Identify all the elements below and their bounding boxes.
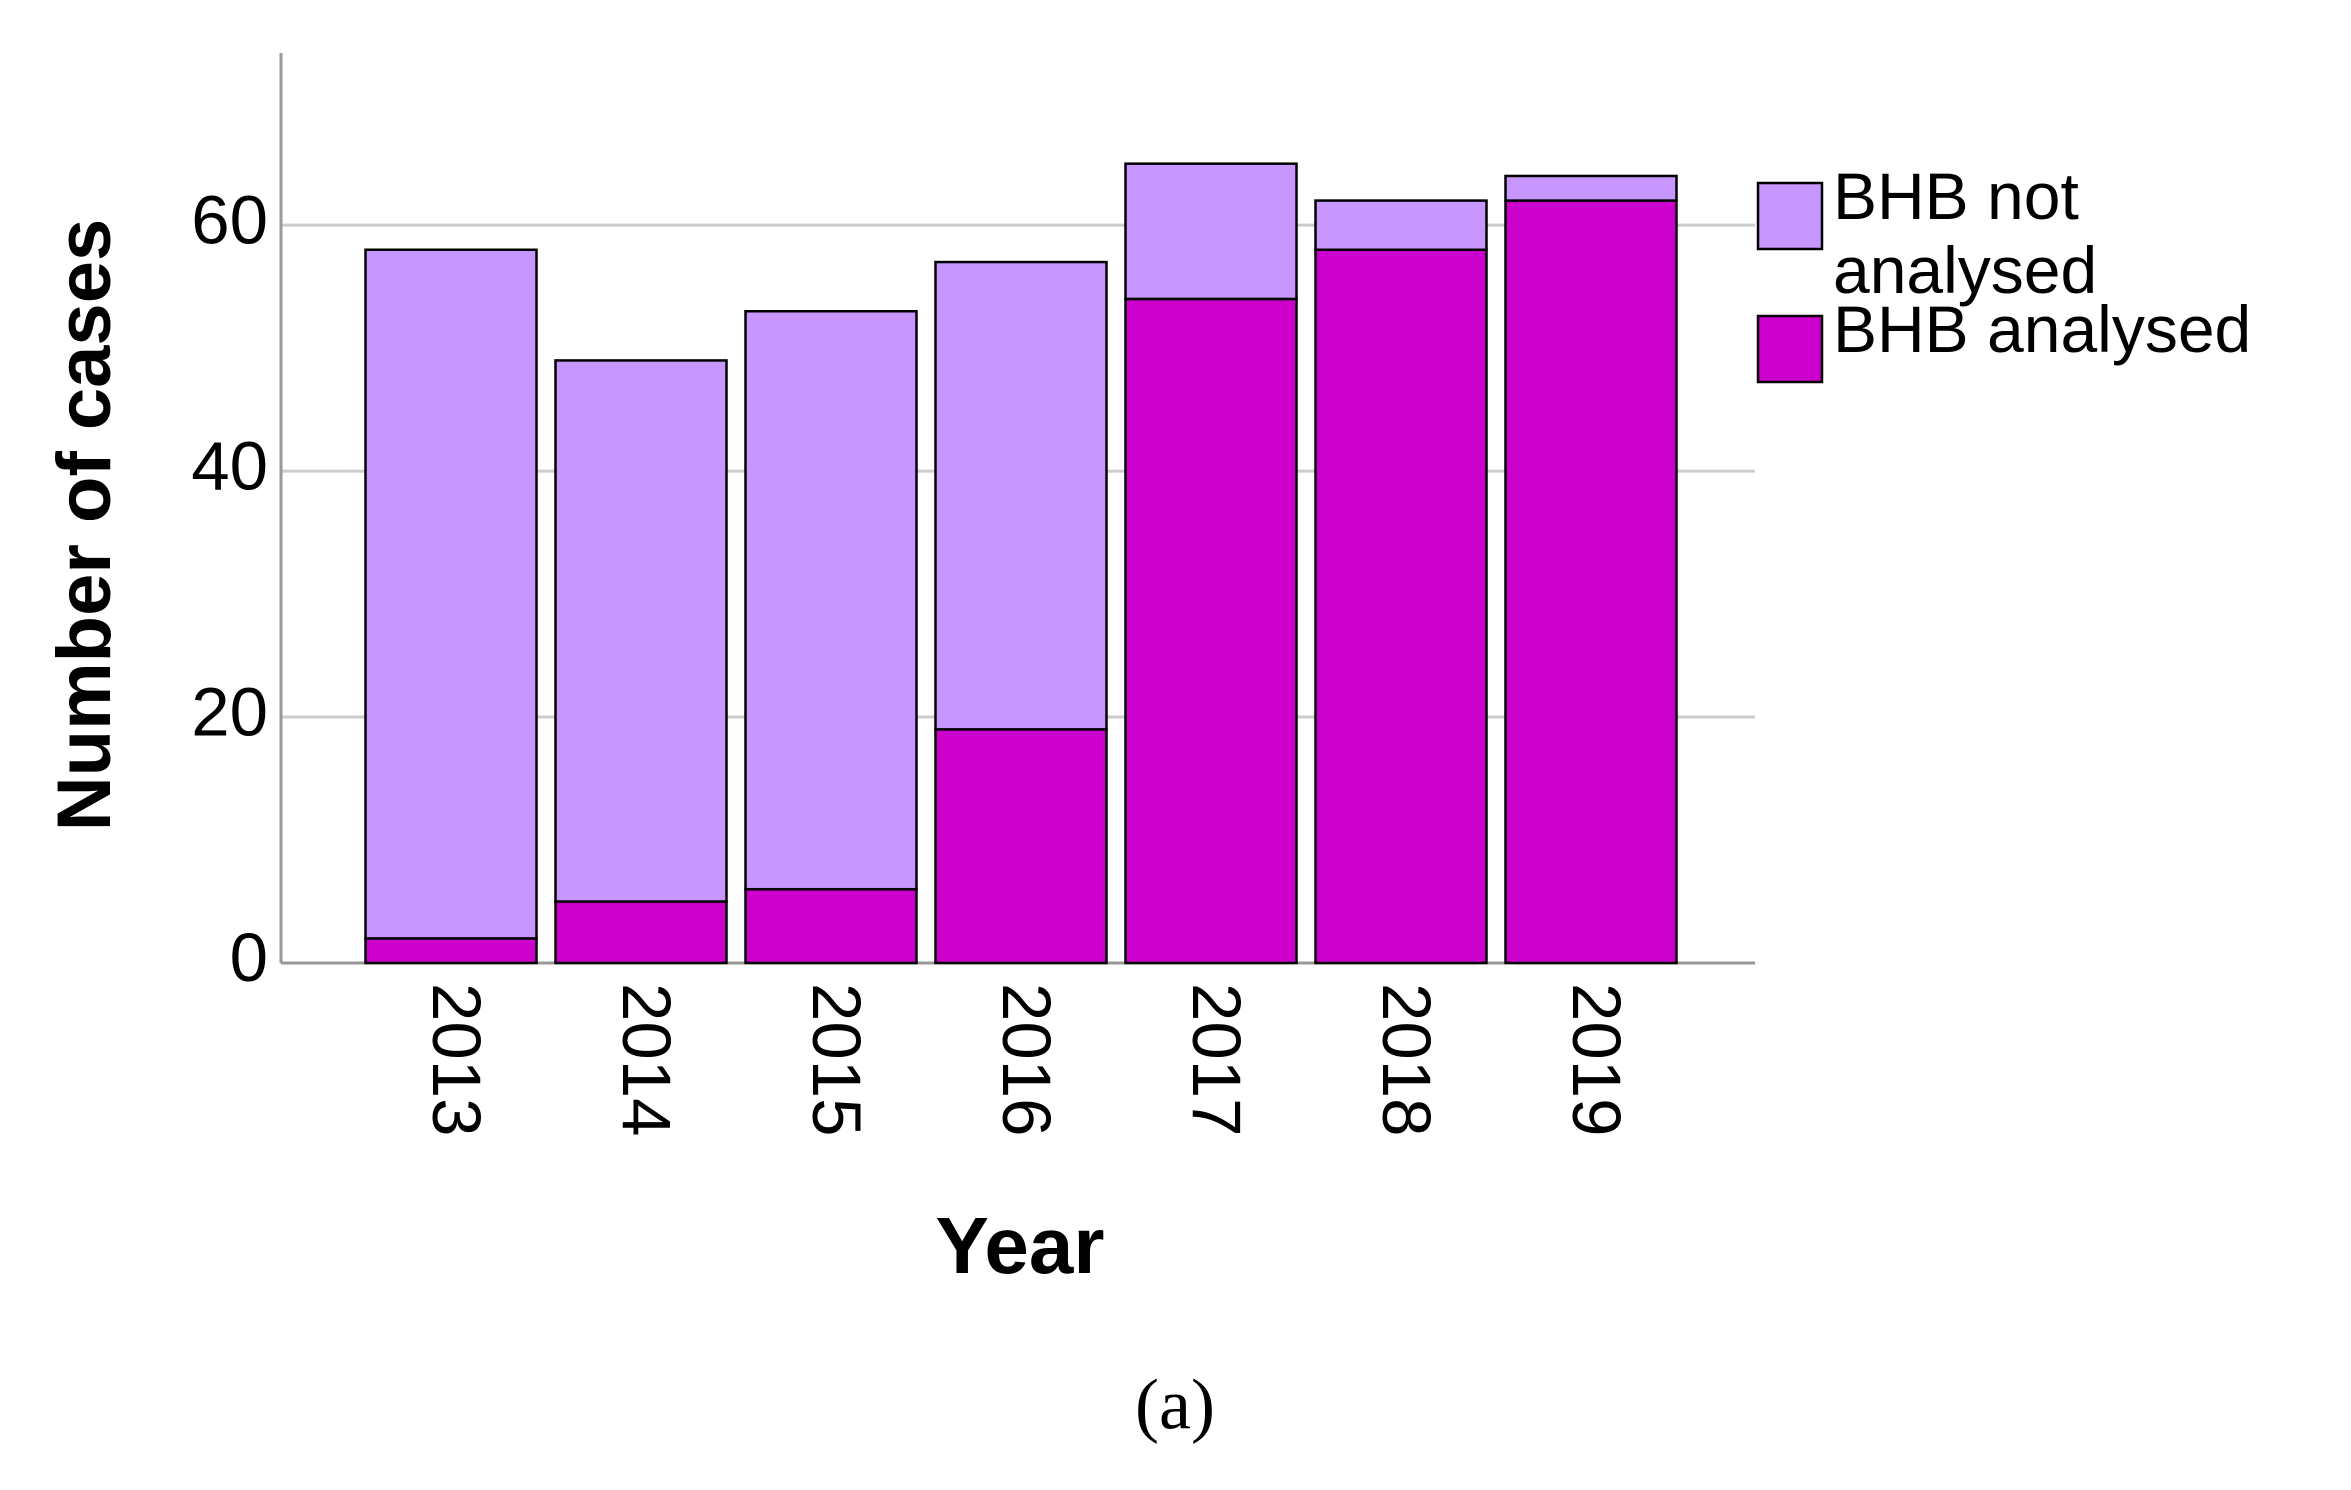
x-tick-label: 2016	[988, 983, 1065, 1137]
legend-label: BHB not analysed	[1833, 159, 2098, 307]
y-tick-label: 40	[191, 427, 268, 504]
y-tick-label: 60	[191, 181, 268, 258]
legend-label: BHB analysed	[1833, 292, 2252, 366]
caption: (a)	[1135, 1365, 1215, 1445]
bar-segment	[934, 260, 1108, 731]
y-axis-title: Number of cases	[42, 219, 127, 831]
x-tick-label: 2014	[608, 983, 685, 1137]
x-axis-title: Year	[935, 1201, 1104, 1290]
bar-segment	[1504, 174, 1678, 202]
y-tick-label: 20	[191, 673, 268, 750]
bar-segment	[744, 309, 918, 891]
bar-segment	[1314, 248, 1488, 965]
x-tick-label: 2015	[798, 983, 875, 1137]
bar-segment	[1124, 162, 1298, 301]
bar-segment	[1124, 297, 1298, 965]
x-tick-label: 2018	[1368, 983, 1445, 1137]
bar-segment	[744, 887, 918, 965]
bar-segment	[554, 359, 728, 903]
x-tick-label: 2013	[418, 983, 495, 1137]
y-tick-label: 0	[230, 919, 268, 996]
legend-swatch	[1756, 314, 1824, 384]
bar-segment	[554, 900, 728, 965]
legend-swatch	[1756, 181, 1824, 251]
bar-segment	[934, 728, 1108, 965]
bar-segment	[364, 248, 538, 940]
bar-segment	[364, 937, 538, 965]
x-tick-label: 2019	[1558, 983, 1635, 1137]
bar-segment	[1314, 199, 1488, 252]
bar-segment	[1504, 199, 1678, 965]
x-tick-label: 2017	[1178, 983, 1255, 1137]
